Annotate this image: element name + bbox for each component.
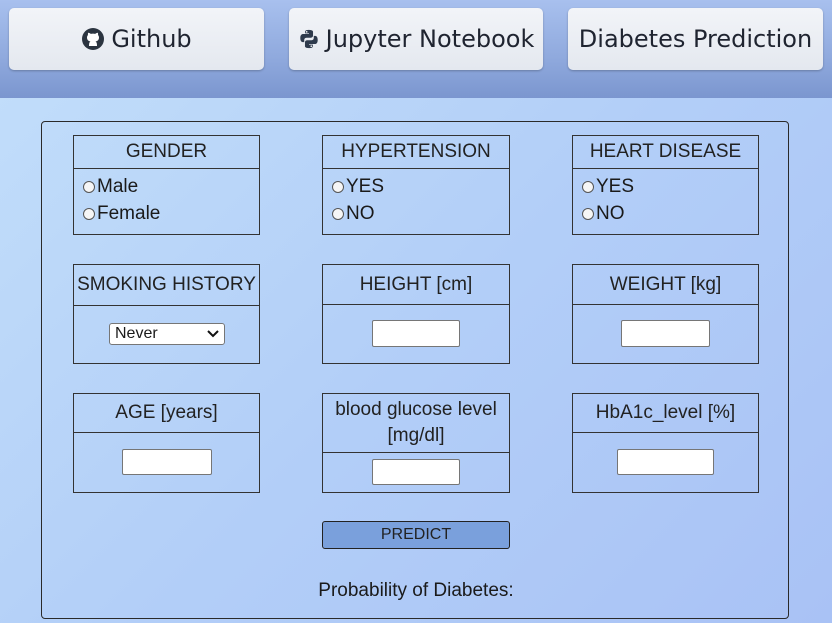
weight-title: WEIGHT [kg] [573, 265, 758, 305]
hypertension-option-yes[interactable]: YES [323, 173, 509, 200]
smoking-history-card: SMOKING HISTORY Never [73, 264, 260, 364]
blood-glucose-input[interactable] [372, 459, 460, 485]
radio-button[interactable] [332, 207, 344, 220]
heart-disease-yes-label: YES [596, 175, 635, 197]
hypertension-yes-label: YES [346, 175, 385, 197]
python-icon [299, 29, 318, 49]
github-icon [82, 28, 105, 50]
blood-glucose-title: blood glucose level [mg/dl] [323, 394, 509, 453]
gender-option-male[interactable]: Male [74, 173, 259, 200]
smoking-history-title: SMOKING HISTORY [74, 265, 259, 306]
radio-button[interactable] [582, 207, 594, 220]
gender-option-female[interactable]: Female [74, 200, 259, 227]
jupyter-label: Jupyter Notebook [325, 25, 535, 53]
gender-male-label: Male [97, 175, 139, 197]
radio-button[interactable] [83, 180, 95, 193]
age-input[interactable] [122, 449, 212, 475]
hypertension-no-label: NO [346, 202, 375, 224]
age-card: AGE [years] [73, 393, 260, 493]
age-title: AGE [years] [74, 394, 259, 433]
hypertension-option-no[interactable]: NO [323, 200, 509, 227]
probability-label: Probability of Diabetes: [318, 580, 514, 601]
radio-button[interactable] [332, 180, 344, 193]
prediction-form-panel [41, 121, 789, 619]
chevron-down-icon [207, 330, 219, 338]
diabetes-prediction-button[interactable]: Diabetes Prediction [568, 8, 823, 70]
github-label: Github [111, 25, 192, 53]
github-button[interactable]: Github [9, 8, 264, 70]
jupyter-notebook-button[interactable]: Jupyter Notebook [289, 8, 543, 70]
hba1c-input[interactable] [617, 449, 714, 475]
height-title: HEIGHT [cm] [323, 265, 509, 305]
gender-card: GENDER Male Female [73, 135, 260, 235]
heart-disease-title: HEART DISEASE [573, 136, 758, 169]
hypertension-title: HYPERTENSION [323, 136, 509, 169]
blood-glucose-card: blood glucose level [mg/dl] [322, 393, 510, 493]
hypertension-card: HYPERTENSION YES NO [322, 135, 510, 235]
hba1c-title: HbA1c_level [%] [573, 394, 758, 433]
gender-title: GENDER [74, 136, 259, 169]
radio-button[interactable] [582, 180, 594, 193]
heart-disease-card: HEART DISEASE YES NO [572, 135, 759, 235]
weight-card: WEIGHT [kg] [572, 264, 759, 364]
gender-female-label: Female [97, 202, 161, 224]
height-card: HEIGHT [cm] [322, 264, 510, 364]
height-input[interactable] [372, 320, 460, 347]
smoking-history-value: Never [115, 325, 158, 342]
diabetes-prediction-label: Diabetes Prediction [578, 25, 813, 53]
radio-button[interactable] [83, 207, 95, 220]
heart-disease-option-yes[interactable]: YES [573, 173, 758, 200]
weight-input[interactable] [621, 320, 710, 347]
smoking-history-select[interactable]: Never [109, 323, 225, 345]
predict-button[interactable]: PREDICT [322, 521, 510, 549]
heart-disease-no-label: NO [596, 202, 625, 224]
heart-disease-option-no[interactable]: NO [573, 200, 758, 227]
hba1c-card: HbA1c_level [%] [572, 393, 759, 493]
